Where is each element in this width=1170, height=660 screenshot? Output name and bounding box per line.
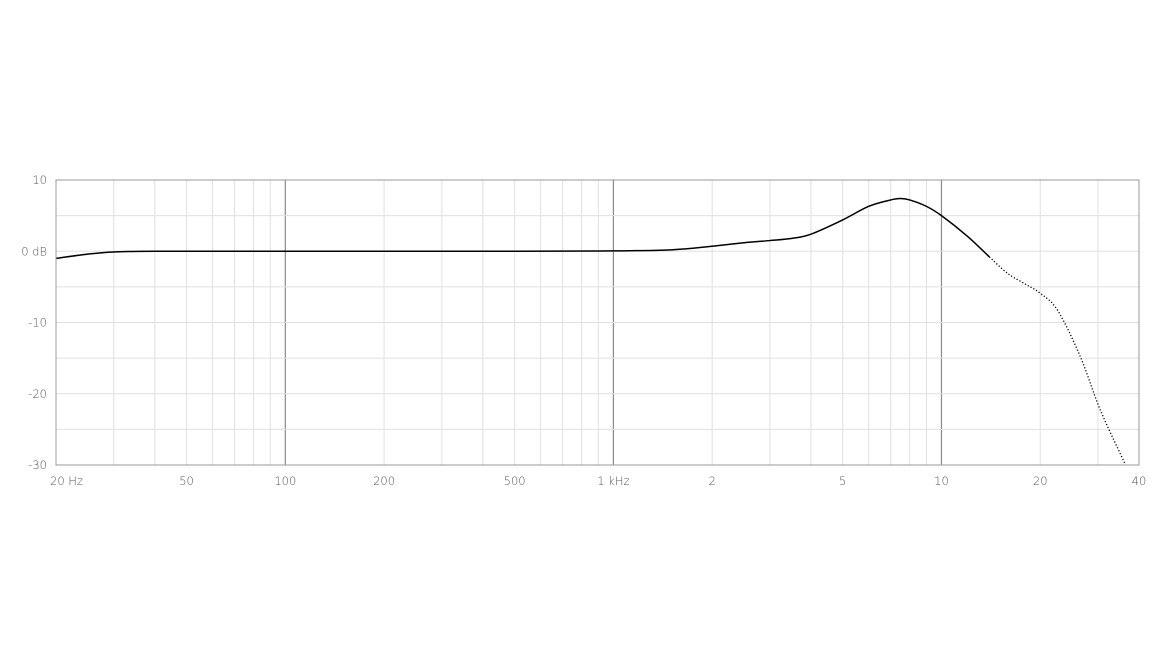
y-tick-label: 0 dB <box>21 244 47 258</box>
y-tick-label: 10 <box>32 173 47 187</box>
response-curve-dotted <box>988 256 1127 466</box>
x-tick-label: 2 <box>708 474 715 488</box>
y-axis-ticks: 10 0 dB -10 -20 -30 <box>21 173 47 472</box>
x-tick-label: 10 <box>934 474 949 488</box>
x-tick-label: 200 <box>373 474 395 488</box>
y-tick-label: -10 <box>28 316 47 330</box>
x-tick-label: 100 <box>274 474 296 488</box>
plot-frame <box>55 179 1140 466</box>
x-axis-ticks: 20 Hz 50 100 200 500 1 kHz 2 5 10 20 40 <box>50 474 1146 488</box>
x-tick-label: 20 Hz <box>50 474 83 488</box>
curves <box>55 197 1127 466</box>
x-tick-label: 20 <box>1033 474 1048 488</box>
grid <box>56 180 1139 465</box>
x-tick-label: 5 <box>839 474 846 488</box>
x-tick-label: 1 kHz <box>597 474 629 488</box>
x-tick-label: 500 <box>504 474 526 488</box>
x-tick-label: 40 <box>1132 474 1147 488</box>
y-tick-label: -20 <box>28 387 47 401</box>
response-curve-solid <box>55 197 990 260</box>
y-tick-label: -30 <box>28 458 47 472</box>
x-tick-label: 50 <box>179 474 194 488</box>
